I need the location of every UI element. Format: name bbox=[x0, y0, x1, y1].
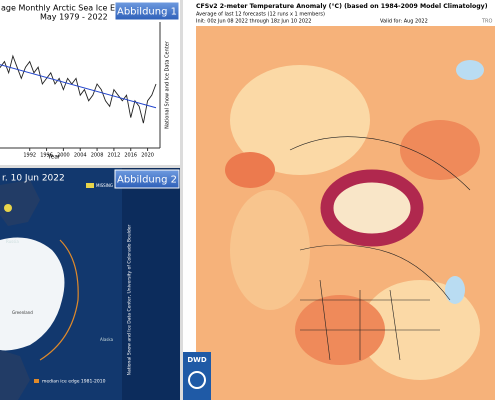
x-tick-label: 2008 bbox=[91, 153, 104, 159]
map-init: Init: 00z Jun 08 2022 through 18z Jun 10… bbox=[196, 19, 311, 25]
anomaly-area bbox=[225, 152, 275, 188]
map-date: r. 10 Jun 2022 bbox=[2, 174, 65, 184]
panel-label-box bbox=[114, 1, 180, 21]
missing-data bbox=[4, 204, 12, 212]
place-label: Greenland bbox=[12, 310, 33, 315]
data-line bbox=[0, 54, 157, 124]
anomaly-ring bbox=[320, 169, 424, 247]
x-tick-label: 1992 bbox=[23, 153, 36, 159]
map-subtitle: Average of last 12 forecasts (12 runs x … bbox=[196, 12, 325, 18]
map-corner: TRO bbox=[481, 19, 493, 25]
sea-ice-map-panel: r. 10 Jun 2022 MISSING Russia Greenland … bbox=[0, 168, 180, 400]
panel-bg bbox=[0, 0, 180, 165]
map-title: CFSv2 2-meter Temperature Anomaly (°C) (… bbox=[196, 2, 488, 10]
x-tick-label: 2012 bbox=[108, 153, 121, 159]
median-ice-edge bbox=[39, 239, 79, 361]
anomaly-area bbox=[230, 190, 310, 310]
trend-line bbox=[0, 64, 157, 109]
map-source: National Snow and Ice Data Center, Unive… bbox=[127, 225, 133, 376]
x-tick-label: 2004 bbox=[74, 153, 87, 159]
anomaly-cold bbox=[456, 60, 484, 80]
chart-source: National Snow and Ice Data Center bbox=[165, 40, 171, 129]
logo-symbol bbox=[188, 371, 206, 389]
sea-ice-chart-panel: age Monthly Arctic Sea Ice Extent May 19… bbox=[0, 0, 180, 165]
x-axis-label: Year bbox=[47, 154, 61, 161]
map-valid: Valid for: Aug 2022 bbox=[380, 19, 428, 25]
place-label: Alaska bbox=[100, 337, 114, 342]
sea-ice bbox=[0, 237, 65, 351]
legend-swatch bbox=[34, 379, 39, 383]
anomaly-area bbox=[400, 120, 480, 180]
x-tick-label: 1996 bbox=[40, 153, 53, 159]
logo-box bbox=[183, 352, 211, 400]
anomaly-area bbox=[230, 65, 370, 175]
temperature-map-panel: CFSv2 2-meter Temperature Anomaly (°C) (… bbox=[183, 0, 495, 400]
x-tick-label: 2000 bbox=[57, 153, 70, 159]
anomaly-cold bbox=[445, 276, 465, 304]
chart-title: age Monthly Arctic Sea Ice Extent bbox=[1, 4, 136, 13]
panel-label: Abbildung 1 bbox=[117, 7, 177, 18]
land bbox=[0, 180, 40, 226]
land bbox=[0, 350, 30, 400]
legend-missing: MISSING bbox=[96, 183, 113, 188]
logo-text: DWD bbox=[187, 356, 207, 364]
x-tick-label: 2016 bbox=[124, 153, 137, 159]
place-label: Russia bbox=[6, 239, 19, 244]
panel-label-box bbox=[114, 169, 180, 189]
legend-median: median ice edge 1981-2010 bbox=[42, 379, 106, 385]
coastlines bbox=[289, 136, 471, 361]
x-tick-label: 2020 bbox=[141, 153, 154, 159]
chart-subtitle: May 1979 - 2022 bbox=[40, 13, 108, 22]
panel-label: Abbildung 2 bbox=[117, 175, 177, 186]
legend-swatch bbox=[86, 183, 94, 188]
